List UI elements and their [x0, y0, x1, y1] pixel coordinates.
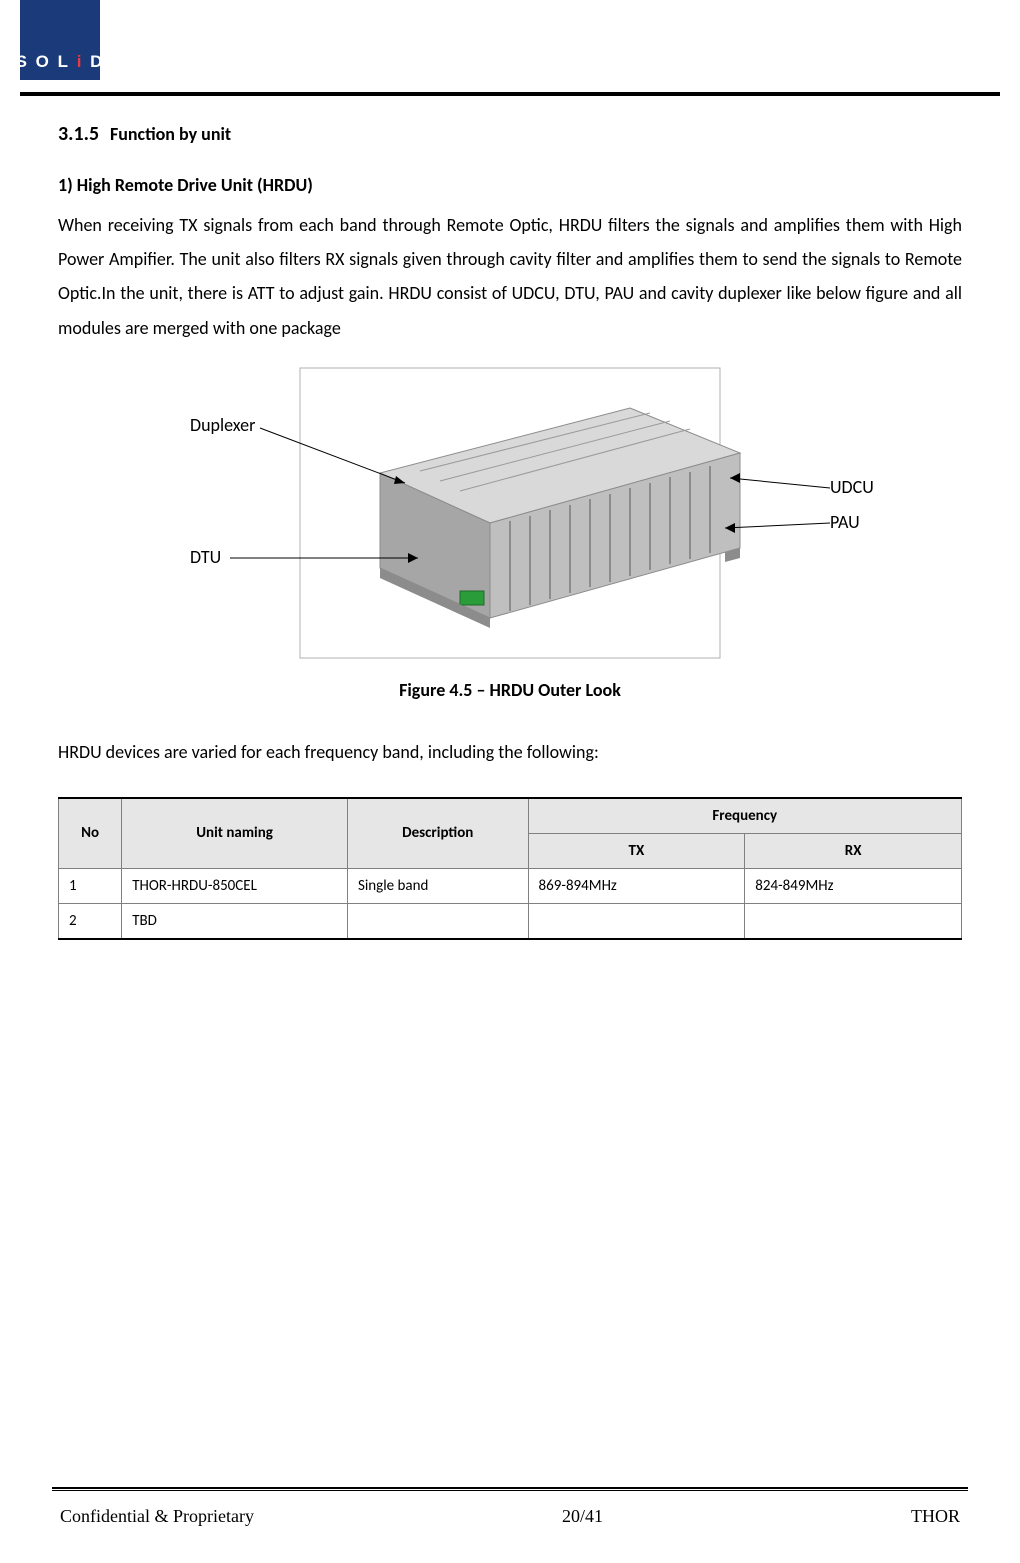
- table-row: 2 TBD: [59, 903, 962, 939]
- hrdu-table: No Unit naming Description Frequency TX …: [58, 797, 962, 940]
- figure-block: Duplexer DTU UDCU PAU Figure 4.5 – HRDU …: [58, 363, 962, 701]
- footer-right: THOR: [911, 1506, 960, 1527]
- col-freq: Frequency: [528, 798, 961, 834]
- page-footer: Confidential & Proprietary 20/41 THOR: [60, 1506, 960, 1527]
- hrdu-figure: Duplexer DTU UDCU PAU: [130, 363, 890, 663]
- brand-logo: S O L i D: [20, 0, 100, 80]
- label-dtu: DTU: [190, 546, 221, 568]
- page-content: 3.1.5 Function by unit 1) High Remote Dr…: [58, 122, 962, 940]
- col-unit: Unit naming: [122, 798, 348, 869]
- section-number: 3.1.5: [58, 122, 99, 146]
- cell-tx: 869-894MHz: [528, 868, 745, 903]
- col-no: No: [59, 798, 122, 869]
- cell-desc: [347, 903, 528, 939]
- label-duplexer: Duplexer: [190, 414, 255, 436]
- subsection-heading: 1) High Remote Drive Unit (HRDU): [58, 174, 962, 196]
- col-desc: Description: [347, 798, 528, 869]
- cell-unit: THOR-HRDU-850CEL: [122, 868, 348, 903]
- label-udcu: UDCU: [830, 476, 874, 498]
- cell-no: 2: [59, 903, 122, 939]
- cell-rx: 824-849MHz: [745, 868, 962, 903]
- footer-rule: [52, 1487, 968, 1491]
- label-pau: PAU: [830, 511, 860, 533]
- header-rule: [20, 92, 1000, 96]
- table-row: 1 THOR-HRDU-850CEL Single band 869-894MH…: [59, 868, 962, 903]
- cell-unit: TBD: [122, 903, 348, 939]
- cell-no: 1: [59, 868, 122, 903]
- col-tx: TX: [528, 833, 745, 868]
- cell-rx: [745, 903, 962, 939]
- col-rx: RX: [745, 833, 962, 868]
- cell-desc: Single band: [347, 868, 528, 903]
- figure-caption: Figure 4.5 – HRDU Outer Look: [58, 679, 962, 701]
- after-figure-text: HRDU devices are varied for each frequen…: [58, 741, 962, 763]
- cell-tx: [528, 903, 745, 939]
- section-title: Function by unit: [110, 123, 231, 145]
- body-paragraph: When receiving TX signals from each band…: [58, 208, 962, 345]
- footer-center: 20/41: [562, 1506, 603, 1527]
- footer-left: Confidential & Proprietary: [60, 1506, 254, 1527]
- section-heading: 3.1.5 Function by unit: [58, 122, 962, 146]
